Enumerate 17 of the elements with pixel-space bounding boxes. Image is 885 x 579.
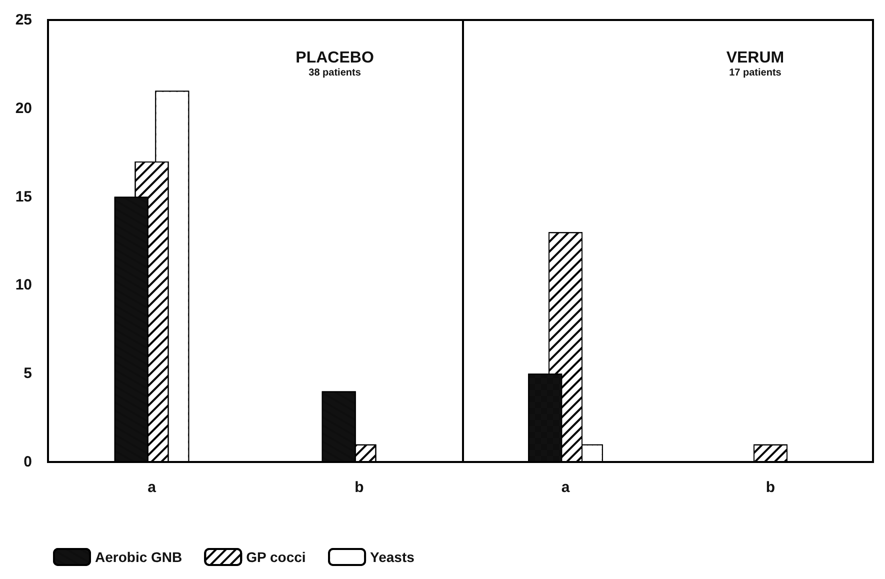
y-tick-label: 25 <box>15 12 32 28</box>
legend-label: Yeasts <box>370 549 415 565</box>
y-tick-label: 5 <box>24 365 32 382</box>
x-tick-label: a <box>561 479 570 496</box>
y-tick-label: 10 <box>15 276 32 294</box>
text: VERUM <box>726 50 784 66</box>
x-tick-label: a <box>148 479 157 496</box>
y-tick-label: 15 <box>15 188 32 206</box>
legend-label: GP cocci <box>246 549 306 565</box>
x-tick-label: b <box>766 479 776 496</box>
legend-label: Aerobic GNB <box>95 549 182 565</box>
y-tick-label: 20 <box>15 100 32 117</box>
x-tick-label: b <box>354 479 364 496</box>
text: 38 patients <box>308 68 362 78</box>
text: PLACEBO <box>296 50 374 66</box>
text: 17 patients <box>729 68 782 78</box>
y-tick-label: 0 <box>24 454 32 470</box>
